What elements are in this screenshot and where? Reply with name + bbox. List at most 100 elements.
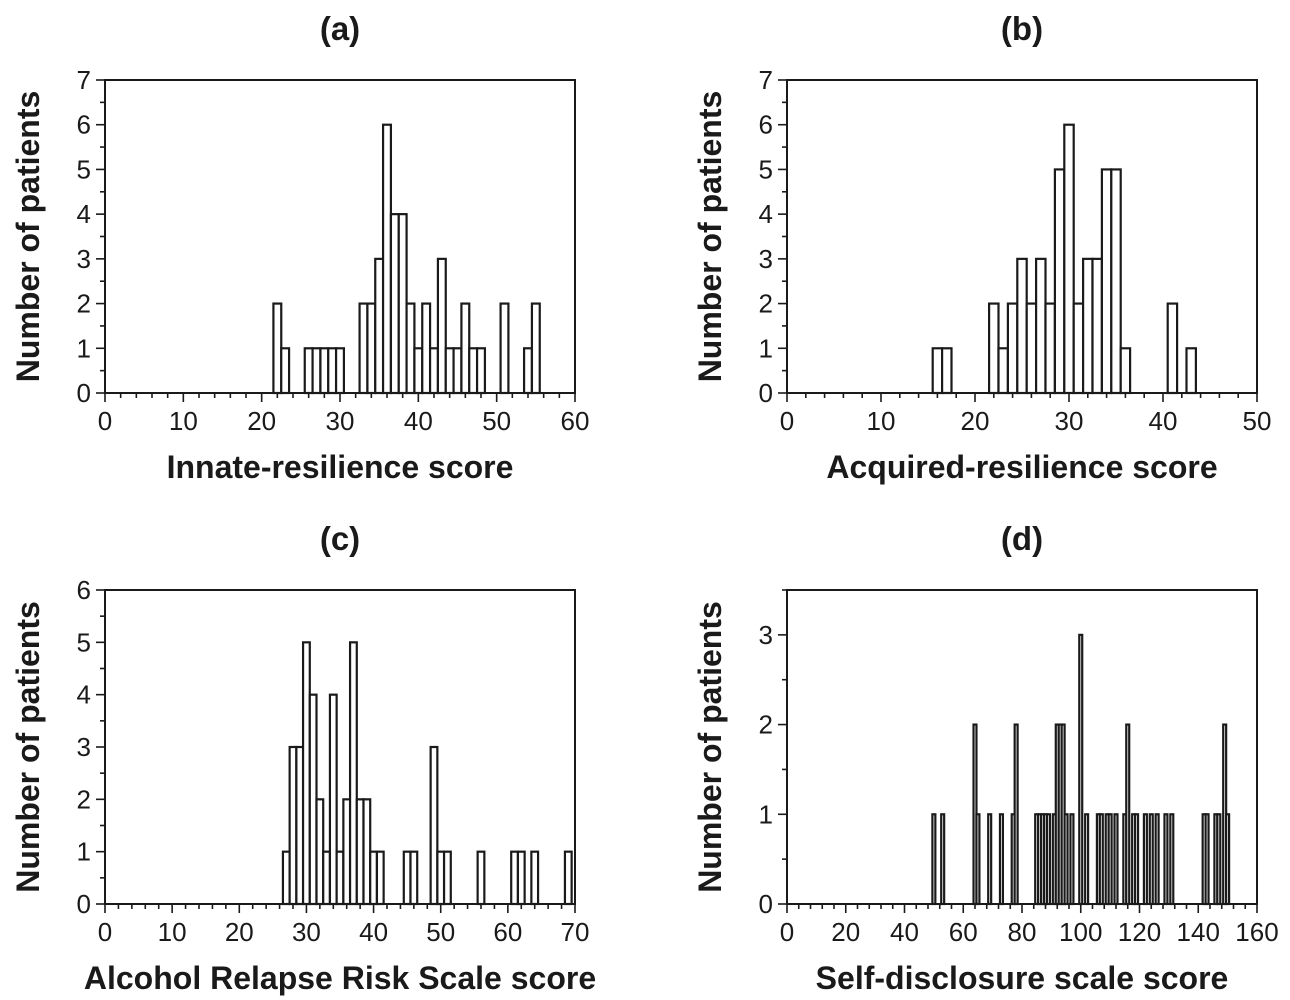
histogram-bar [1216,813,1222,906]
y-tick-label: 2 [759,289,773,319]
histogram-bar [987,813,993,906]
histogram-bar [1044,302,1056,395]
histogram-bar [1154,813,1160,906]
y-tick-label: 7 [77,65,91,95]
panel-title: (b) [1001,10,1043,47]
histogram-bar [1148,813,1154,906]
panel-d: (d) 0 20 40 60 80 100 120 140 160 0 1 2 3 Self-disclos… [692,520,1279,996]
x-tick-label: 60 [493,917,522,947]
histogram-bar [1225,813,1231,906]
histogram-bar [444,347,455,395]
histogram-bar [1110,168,1122,395]
x-tick-label: 120 [1118,917,1161,947]
y-tick-label: 1 [759,799,773,829]
histogram-bar [428,347,440,395]
y-tick-label: 4 [77,199,91,229]
y-tick-label: 2 [77,784,91,814]
y-tick-label: 2 [77,289,91,319]
x-tick-label: 10 [867,406,896,436]
x-tick-label: 40 [890,917,919,947]
histogram-bar [1078,633,1084,906]
histogram-bar [475,347,487,395]
x-tick-label: 30 [326,406,355,436]
histogram-bar [997,347,1009,395]
histogram-bar [1185,347,1197,395]
histogram-bar [1163,813,1169,906]
histogram-bar [1166,302,1179,395]
histogram-bar [1113,813,1119,906]
y-axis-title: Number of patients [692,91,728,383]
x-axis-title: Innate-resilience score [167,449,514,485]
histogram-bar [421,302,432,395]
x-axis-title: Alcohol Relapse Risk Scale score [84,960,596,996]
histogram-bar [327,347,338,395]
histogram-bar [1081,257,1094,395]
histogram-bar [280,347,291,395]
x-tick-label: 40 [359,917,388,947]
x-tick-label: 40 [1149,406,1178,436]
histogram-bar [1063,123,1075,395]
histogram-bar [460,302,471,395]
panel-b: (b) 0 10 20 30 40 50 0 1 2 3 4 5 6 7 Acquired-resilienc… [692,10,1271,485]
histogram-bar [374,257,385,395]
y-tick-label: 1 [77,837,91,867]
x-tick-label: 0 [780,406,794,436]
plot-frame [786,589,1258,905]
histogram-bar [1169,813,1175,906]
x-tick-label: 10 [158,917,187,947]
histogram-bar [530,850,540,906]
x-tick-label: 20 [831,917,860,947]
y-tick-label: 1 [77,333,91,363]
x-tick-label: 20 [225,917,254,947]
y-tick-label: 4 [759,199,773,229]
y-tick-label: 4 [77,680,91,710]
x-tick-label: 50 [426,917,455,947]
histogram-bar [381,123,393,395]
histogram-bar [1053,168,1066,395]
y-tick-label: 7 [759,65,773,95]
y-tick-label: 5 [759,154,773,184]
x-tick-label: 20 [247,406,276,436]
histogram-bar [366,302,377,395]
histogram-bar [272,302,283,395]
histogram-bar [1045,813,1052,906]
y-tick-label: 0 [759,889,773,919]
histogram-bar [940,813,946,906]
histogram-bar [1133,813,1140,906]
panel-title: (c) [320,520,360,557]
y-tick-label: 0 [77,889,91,919]
histogram-bar [358,302,369,395]
x-tick-label: 80 [1008,917,1037,947]
y-tick-label: 0 [77,378,91,408]
histogram-bar [975,813,981,906]
y-tick-label: 6 [77,575,91,605]
histogram-bar [389,213,400,395]
histogram-bar [413,347,424,395]
y-tick-label: 5 [77,627,91,657]
y-tick-label: 1 [759,333,773,363]
x-tick-label: 60 [561,406,590,436]
histogram-bar [998,813,1005,906]
y-axis-title: Number of patients [10,91,46,383]
histogram-bar [303,347,314,395]
x-tick-label: 30 [292,917,321,947]
histogram-bar [442,850,452,906]
histogram-bar [397,213,408,395]
y-axis-title: Number of patients [10,601,46,893]
histogram-bar [1142,813,1148,906]
y-tick-label: 3 [77,732,91,762]
y-tick-label: 6 [759,110,773,140]
panel-title: (a) [320,10,360,47]
histogram-bar [311,347,322,395]
panel-title: (d) [1001,520,1043,557]
histogram-bar [1098,813,1104,906]
histogram-bar [1069,813,1075,906]
histogram-bar [452,347,463,395]
histogram-bar [499,302,510,395]
y-tick-label: 2 [759,710,773,740]
histogram-bar [1034,257,1047,395]
x-tick-label: 10 [169,406,198,436]
histogram-bar [563,850,573,906]
histogram-bar [516,850,526,906]
